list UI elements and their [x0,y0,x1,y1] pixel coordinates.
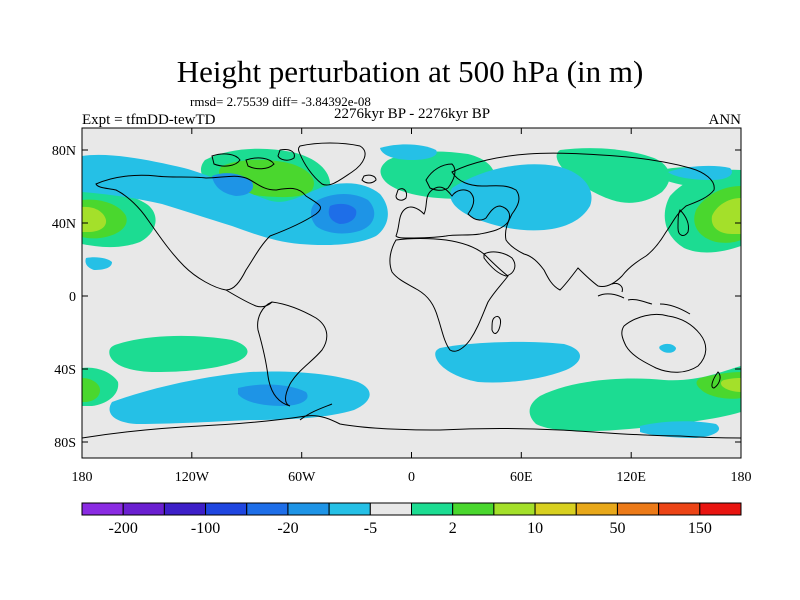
colorbar-swatch [287,502,330,516]
coast-greenland [298,142,366,186]
latitude-axis [82,149,741,443]
coast-new-zealand [711,371,721,389]
contour-neg-arctic-canada [212,173,254,196]
coast-south-america [257,301,328,407]
colorbar-swatch [246,502,289,516]
colorbar-label: -200 [109,520,138,537]
lat-tick-label: 0 [69,290,76,305]
longitude-labels: 180 120W 60W 0 60E 120E 180 [72,470,752,485]
colorbar-swatch [163,502,207,516]
colorbar-swatch [122,502,165,516]
coast-british-isles [395,188,407,201]
lon-tick-label: 180 [731,470,752,485]
contour-pos-south-east-tip [720,378,741,392]
lat-tick-label: 80S [54,436,76,451]
contour-neg-arctic-east [668,165,732,180]
colorbar-label: 10 [527,520,543,537]
contour-neg-eurasia-band [450,164,592,231]
coastlines [81,142,742,439]
coast-africa [389,238,509,352]
lon-tick-label: 120E [616,470,646,485]
lat-tick-label: 40N [52,217,76,232]
coast-antarctica [81,415,742,439]
coast-central-america [225,289,273,308]
coast-madagascar [491,315,501,334]
contour-neg-tropical-east-pacific [85,257,112,270]
colorbar-swatch [658,502,701,516]
colorbar-labels: -200 -100 -20 -5 2 10 50 150 [109,520,712,537]
colorbar-swatch [411,502,454,516]
coast-europe [395,186,511,239]
lat-tick-label: 80N [52,144,76,159]
contour-pos-south-indian [529,366,741,432]
lon-tick-label: 60W [288,470,316,485]
coast-australia [621,313,707,373]
coast-iceland [361,174,377,184]
contour-pos-spac-west-core [82,378,100,402]
figure-title: Height perturbation at 500 hPa (in m) [177,54,644,89]
coast-scandinavia [425,163,456,191]
lon-tick-label: 120W [175,470,210,485]
contour-neg-south-africa [435,341,580,383]
colorbar-label: 2 [449,520,457,537]
coast-antarctic-peninsula [299,403,333,421]
season-label: ANN [709,112,742,128]
colorbar-swatch [534,502,577,516]
longitude-axis [81,128,742,458]
latitude-labels: 80N 40N 0 40S 80S [52,144,76,451]
stats-label: rmsd= 2.75539 diff= -3.84392e-08 [190,94,371,109]
colorbar-swatch [493,502,536,516]
contour-neg-south-pacific [640,421,720,438]
contour-neg-arctic-europe [380,144,437,160]
colorbar-label: -5 [364,520,377,537]
experiment-label: Expt = tfmDD-tewTD [82,112,216,128]
colorbar-label: -20 [277,520,298,537]
colorbar-swatch [699,502,742,516]
contour-pos-south-indian-east-core [696,372,741,399]
contour-neg-australia-spot [659,343,676,353]
lat-tick-label: 40S [54,363,76,378]
contour-pos-east-asia [556,148,670,203]
colorbar-label: 150 [688,520,712,537]
coast-asia [451,152,715,291]
lon-tick-label: 0 [408,470,415,485]
contour-neg-south-america-core [238,384,308,406]
coast-indonesia [597,283,691,315]
period-label: 2276kyr BP - 2276kyr BP [334,106,490,122]
coast-arabia [483,251,516,277]
contour-neg-atlantic-peak [328,203,357,224]
coast-canadian-archipelago [211,149,295,170]
colorbar-swatch [81,502,124,516]
colorbar [81,502,742,516]
contour-neg-south-america [109,371,370,424]
colorbar-swatch [328,502,371,516]
colorbar-swatch [575,502,618,516]
coast-japan [677,209,689,236]
colorbar-swatch [205,502,248,516]
colorbar-label: -100 [191,520,220,537]
lon-tick-label: 60E [510,470,533,485]
colorbar-swatch [452,502,495,516]
contour-fills [82,144,741,438]
colorbar-swatch [616,502,660,516]
contour-pos-npac-east-peak [711,198,741,234]
colorbar-swatch [369,502,412,516]
contour-neg-north-america-band [82,154,388,246]
contour-pos-spac [109,335,248,372]
lon-tick-label: 180 [72,470,93,485]
coast-north-america [95,174,321,291]
map-panel [81,127,742,459]
contour-pos-npac-west-peak [82,206,107,232]
colorbar-label: 50 [610,520,626,537]
